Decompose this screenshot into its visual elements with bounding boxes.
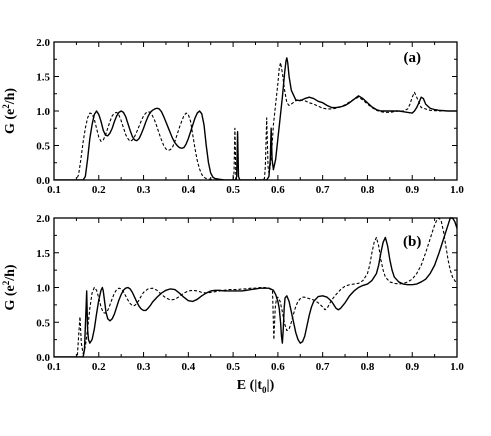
x-tick-label: 0.7	[316, 184, 330, 196]
y-axis-label: G (e2/h)	[1, 264, 18, 310]
x-tick-label: 1.0	[450, 184, 464, 196]
series-line-solid	[54, 217, 457, 357]
x-tick-label: 0.4	[181, 361, 195, 373]
x-tick-label: 0.5	[226, 184, 240, 196]
y-tick-label: 0.5	[36, 141, 50, 153]
series-line-dashed	[54, 217, 457, 357]
x-axis-label: E (|t0|)	[237, 378, 275, 395]
x-tick-label: 0.8	[361, 361, 375, 373]
x-tick-label: 0.6	[271, 361, 285, 373]
x-tick-label: 0.9	[405, 361, 419, 373]
plot-frame	[53, 217, 458, 358]
y-tick-label: 2.0	[36, 213, 50, 225]
series-line-dashed	[54, 62, 457, 180]
y-tick-label: 2.0	[36, 37, 50, 49]
y-tick-label: 0.0	[36, 352, 50, 364]
x-tick-label: 0.4	[181, 184, 195, 196]
panel-b: 0.1 0.2 0.3 0.4 0.5 0.6 0.7 0.8 0.9 1.0 0.0 0.5 1.0 1…	[1, 213, 464, 395]
x-tick-label: 0.2	[92, 361, 106, 373]
y-tick-label: 1.0	[36, 283, 50, 295]
x-tick-label: 0.9	[405, 184, 419, 196]
series-line-solid	[54, 57, 457, 180]
x-tick-label: 0.2	[92, 184, 106, 196]
x-tick-label: 0.5	[226, 361, 240, 373]
x-tick-label: 0.6	[271, 184, 285, 196]
x-tick-label: 0.1	[47, 361, 61, 373]
x-tick-label: 0.3	[137, 184, 151, 196]
x-tick-label: 0.3	[137, 361, 151, 373]
panel-label: (b)	[403, 234, 421, 250]
x-tick-label: 0.7	[316, 361, 330, 373]
x-tick-label: 0.8	[361, 184, 375, 196]
x-tick-label: 0.1	[47, 184, 61, 196]
y-tick-label: 1.5	[36, 248, 50, 260]
x-tick-label: 1.0	[450, 361, 464, 373]
y-tick-label: 0.0	[36, 175, 50, 187]
y-tick-label: 1.0	[36, 106, 50, 118]
y-tick-label: 1.5	[36, 72, 50, 84]
panel-a: 0.1 0.2 0.3 0.4 0.5 0.6 0.7 0.8 0.9 1.0 0.0 0.5 1.0 1…	[1, 37, 464, 196]
y-tick-label: 0.5	[36, 317, 50, 329]
y-axis-label: G (e2/h)	[1, 88, 18, 134]
panel-label: (a)	[403, 50, 421, 66]
